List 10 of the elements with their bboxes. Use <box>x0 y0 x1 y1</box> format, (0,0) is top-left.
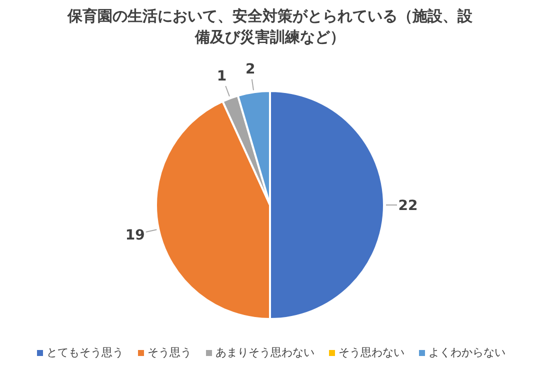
legend-label: よくわからない <box>428 346 506 359</box>
data-label: 2 <box>245 61 256 78</box>
data-label: 22 <box>398 198 418 214</box>
data-label: 19 <box>125 227 145 244</box>
legend-label: あまりそう思わない <box>216 346 314 359</box>
chart-title: 保育園の生活において、安全対策がとられている（施設、設備及び災害訓練など） <box>66 6 474 48</box>
legend-label: そう思う <box>148 346 192 359</box>
legend-label: そう思わない <box>338 346 404 359</box>
legend-label: とてもそう思う <box>46 346 124 359</box>
data-label: 1 <box>216 68 227 85</box>
